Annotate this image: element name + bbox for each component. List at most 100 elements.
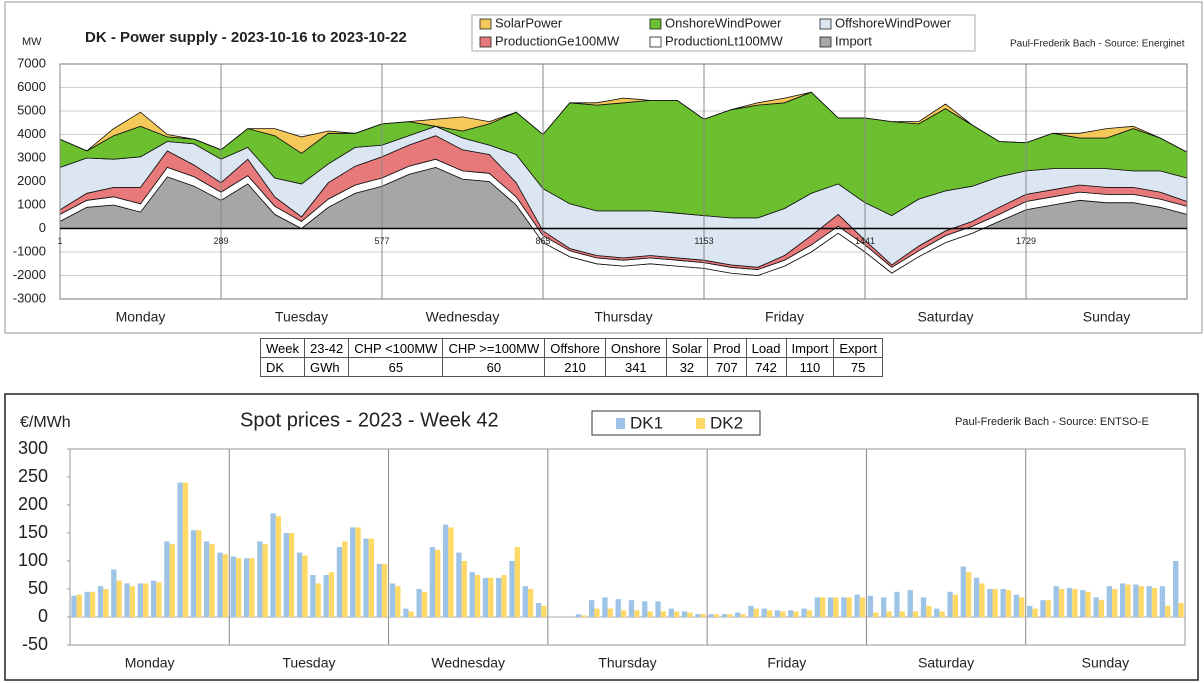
table-cell: Export (833, 338, 883, 358)
bar (156, 582, 162, 617)
x-tick-label: 577 (374, 236, 389, 246)
day-label: Saturday (917, 309, 973, 325)
bar (655, 601, 661, 617)
legend-swatch (819, 18, 832, 30)
x-tick-label: 1153 (694, 236, 713, 246)
bar (363, 538, 369, 617)
bar (315, 583, 321, 617)
bar (488, 577, 494, 617)
bar (615, 599, 621, 617)
bar (859, 597, 866, 617)
bar (196, 530, 202, 617)
bar (509, 561, 515, 617)
bar (1119, 583, 1126, 617)
table-cell: 707 (707, 357, 747, 377)
bar (116, 580, 122, 617)
bar (389, 583, 396, 617)
bar (456, 552, 462, 617)
bar (881, 597, 887, 617)
bar (1072, 589, 1078, 617)
bar (814, 597, 820, 617)
bar (761, 608, 767, 617)
bar (642, 601, 648, 617)
bar (766, 610, 773, 617)
bar (342, 541, 348, 617)
bar (190, 530, 197, 617)
bar (1027, 605, 1033, 617)
table-cell: 65 (348, 357, 444, 377)
legend-label: SolarPower (495, 15, 563, 30)
y-tick-label: 0 (39, 220, 46, 235)
bar (1165, 605, 1171, 617)
bar (355, 527, 361, 617)
y-tick-label: 200 (18, 494, 48, 514)
bar (681, 611, 688, 617)
bar (1085, 591, 1091, 617)
bar (270, 513, 276, 617)
bar (721, 614, 728, 617)
bar (296, 552, 303, 617)
bar (1159, 586, 1166, 617)
bar (952, 594, 959, 617)
x-tick-label: Monday (125, 655, 175, 671)
legend-swatch (479, 18, 492, 30)
chart-title: DK - Power supply - 2023-10-16 to 2023-1… (85, 29, 407, 46)
bar (735, 612, 741, 617)
bar (89, 591, 96, 617)
bar (381, 563, 388, 617)
legend-label: ProductionGe100MW (495, 33, 620, 48)
bar (695, 614, 701, 617)
bar (395, 586, 401, 617)
legend-swatch (649, 18, 662, 30)
bar (1066, 587, 1073, 617)
bar (819, 597, 826, 617)
bar (103, 589, 109, 617)
bar (894, 591, 900, 617)
bar (302, 555, 308, 617)
bar (350, 527, 356, 617)
bar (620, 610, 627, 617)
table-cell: Load (745, 338, 787, 358)
legend-swatch (696, 418, 705, 429)
bar (496, 577, 502, 617)
bar (788, 610, 794, 617)
bar (934, 608, 940, 617)
bar (886, 611, 892, 617)
y-tick-label: 2000 (17, 173, 46, 188)
x-tick-label: Sunday (1082, 655, 1129, 671)
bar (1133, 584, 1139, 617)
bar (846, 597, 852, 617)
y-axis-label: €/MWh (20, 414, 71, 431)
source-note: Paul-Frederik Bach - Source: ENTSO-E (955, 416, 1149, 428)
bar (1106, 586, 1112, 617)
bar (1058, 589, 1065, 617)
day-label: Monday (116, 309, 166, 325)
y-tick-label: 300 (18, 438, 48, 458)
table-cell: CHP <100MW (348, 338, 444, 358)
legend-frame (591, 410, 761, 436)
summary-table: Week 23-42 CHP <100MW CHP >=100MW Offshore On… (260, 338, 883, 377)
bar (1013, 594, 1020, 617)
table-cell: Solar (665, 338, 709, 358)
y-tick-label: -2000 (13, 267, 46, 282)
bar (421, 591, 428, 617)
day-label: Friday (765, 309, 804, 325)
legend-label: DK2 (710, 413, 743, 432)
bar (111, 569, 117, 617)
x-tick-label: Friday (767, 655, 806, 671)
bar (461, 561, 467, 617)
bar (628, 600, 635, 617)
bar (1093, 597, 1099, 617)
bar (673, 611, 680, 617)
bar (740, 614, 746, 617)
bar (727, 614, 733, 617)
day-label: Tuesday (275, 309, 328, 325)
y-tick-label: 4000 (17, 126, 46, 141)
bar (939, 611, 945, 617)
y-tick-label: -1000 (13, 243, 46, 258)
table-cell: 75 (833, 357, 883, 377)
table-cell: 23-42 (303, 338, 350, 358)
bar (243, 558, 250, 617)
table-row: DK GWh 65 60 210 341 32 707 742 110 75 (260, 357, 883, 377)
bar (469, 572, 475, 617)
